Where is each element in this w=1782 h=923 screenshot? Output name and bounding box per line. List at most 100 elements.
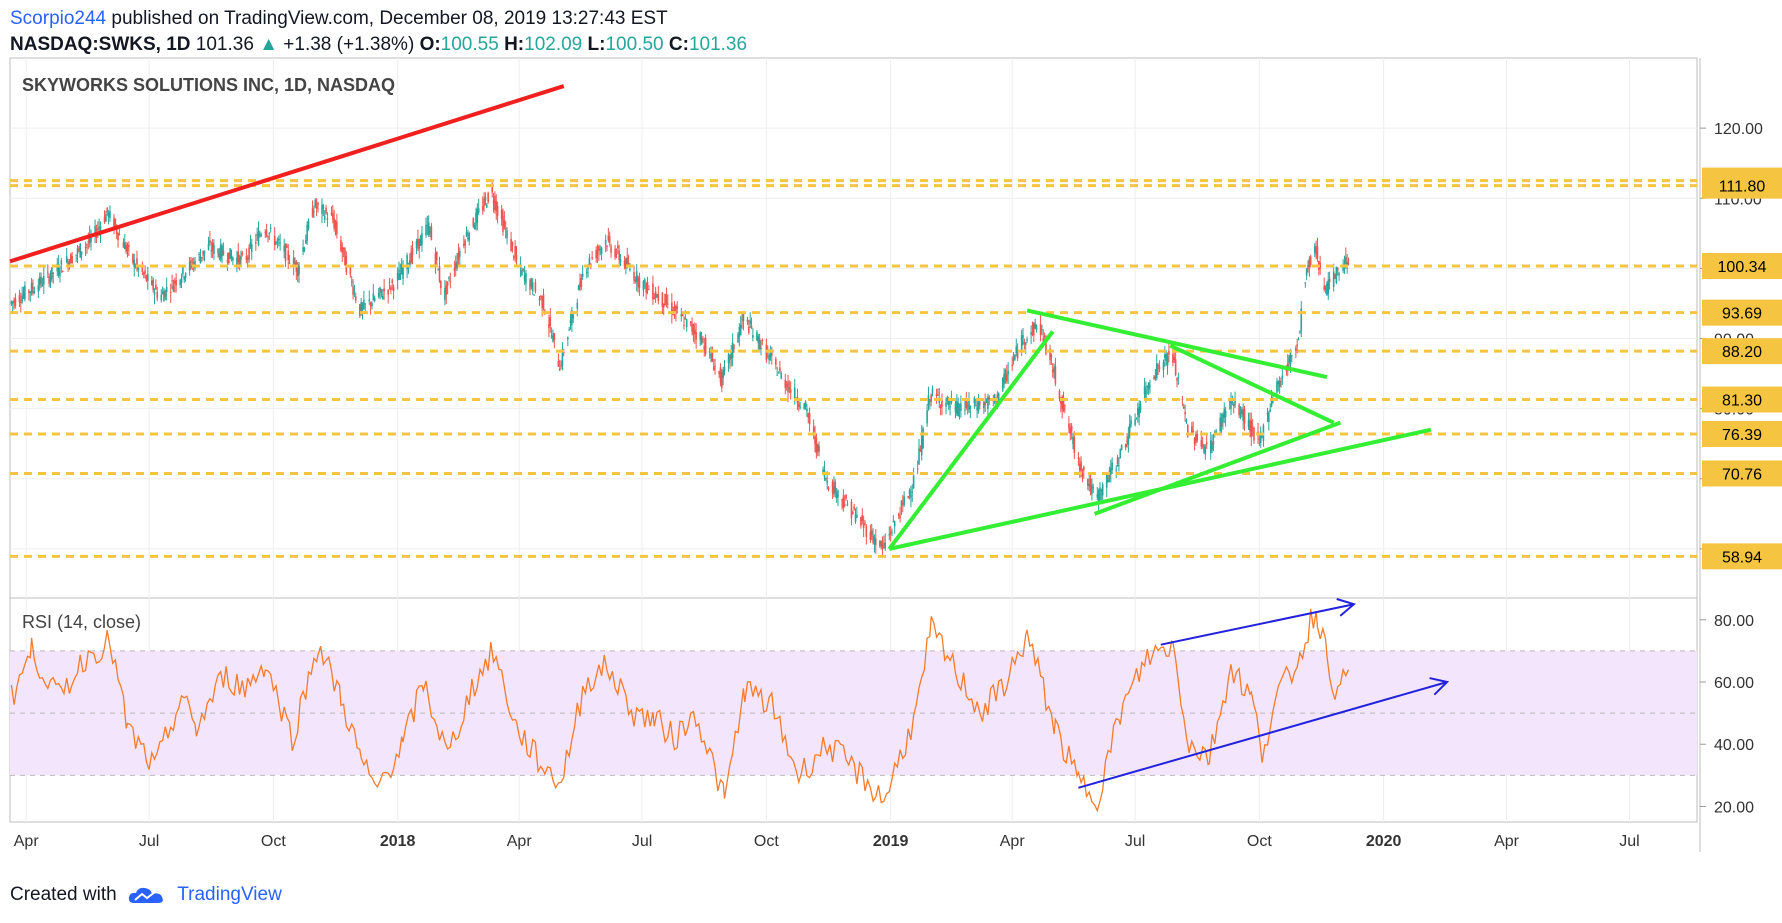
- candle-body: [568, 329, 570, 331]
- candle-body: [662, 303, 665, 308]
- candle-body: [579, 282, 581, 288]
- candle-body: [1128, 423, 1131, 437]
- candle-body: [900, 500, 903, 506]
- candle-body: [173, 280, 176, 284]
- candle-body: [1280, 380, 1282, 383]
- candle-body: [1286, 363, 1289, 368]
- candle-body: [719, 367, 722, 383]
- candle-body: [217, 249, 219, 253]
- trendline: [9, 84, 565, 264]
- candle-body: [1200, 440, 1203, 447]
- candle-body: [879, 540, 881, 546]
- candle-body: [24, 285, 26, 300]
- candle-body: [368, 299, 371, 302]
- candle-body: [276, 239, 279, 241]
- candle-body: [529, 280, 531, 290]
- author-link[interactable]: Scorpio244: [10, 8, 107, 29]
- candle-body: [588, 257, 591, 265]
- candle-body: [1228, 401, 1231, 403]
- candle-body: [427, 222, 430, 235]
- candle-body: [467, 237, 469, 239]
- candle-body: [514, 246, 516, 256]
- candle-body: [918, 448, 920, 465]
- candle-body: [314, 199, 317, 207]
- level-label: 81.30: [1722, 393, 1762, 410]
- candle-body: [473, 225, 476, 230]
- candle-body: [1087, 478, 1089, 486]
- candle-body: [1323, 285, 1326, 290]
- candle-body: [1139, 403, 1142, 411]
- candle-body: [1193, 438, 1196, 444]
- candle-body: [973, 397, 976, 404]
- candle-body: [865, 525, 868, 537]
- candle-body: [899, 516, 901, 519]
- candle-body: [1307, 264, 1309, 270]
- time-tick-label: Jul: [632, 833, 652, 850]
- candle-body: [756, 331, 758, 341]
- candle-body: [806, 408, 808, 412]
- candle-body: [425, 224, 427, 236]
- candle-body: [567, 337, 569, 340]
- candle-body: [1073, 437, 1076, 453]
- candle-body: [1004, 370, 1007, 380]
- candle-body: [1342, 267, 1344, 271]
- candle-body: [560, 365, 562, 367]
- candle-body: [380, 289, 383, 292]
- candle-body: [1153, 376, 1155, 380]
- candle-body: [1336, 267, 1339, 271]
- candle-body: [770, 352, 773, 356]
- candle-body: [864, 522, 866, 524]
- candle-body: [373, 297, 376, 301]
- candle-body: [853, 506, 855, 510]
- candle-body: [768, 355, 770, 361]
- candle-body: [683, 324, 685, 326]
- candle-body: [494, 196, 496, 210]
- candle-body: [29, 291, 32, 293]
- tradingview-link[interactable]: TradingView: [177, 884, 282, 905]
- candle-body: [1335, 266, 1338, 283]
- candle-body: [666, 303, 669, 305]
- candle-body: [107, 212, 110, 218]
- candle-body: [699, 332, 701, 340]
- candle-body: [156, 291, 159, 299]
- candle-body: [721, 371, 723, 388]
- candle-body: [68, 261, 71, 267]
- candle-body: [207, 244, 210, 250]
- candle-body: [38, 276, 41, 286]
- candle-body: [1332, 271, 1335, 288]
- publish-info: published on TradingView.com, December 0…: [111, 8, 668, 29]
- candle-body: [1288, 356, 1290, 363]
- candle-body: [13, 300, 15, 303]
- candle-body: [985, 401, 988, 403]
- candle-body: [1345, 257, 1347, 264]
- candle-body: [648, 289, 650, 291]
- candle-body: [226, 260, 229, 263]
- candle-body: [340, 240, 342, 251]
- candle-body: [540, 295, 542, 298]
- candle-body: [152, 279, 154, 291]
- candle-body: [241, 253, 244, 255]
- candle-body: [317, 202, 319, 206]
- candle-body: [142, 272, 145, 275]
- candle-body: [175, 279, 177, 286]
- candle-body: [449, 281, 452, 283]
- price-tick-label: 120.00: [1714, 121, 1763, 138]
- candle-body: [56, 263, 59, 272]
- candle-body: [32, 286, 34, 290]
- candle-body: [69, 254, 72, 264]
- candle-body: [607, 235, 610, 241]
- candle-body: [1115, 469, 1118, 471]
- candle-body: [128, 245, 130, 247]
- candle-body: [1026, 339, 1028, 341]
- candle-body: [1305, 269, 1308, 276]
- candle-body: [1120, 445, 1123, 451]
- candle-body: [635, 271, 638, 282]
- candle-body: [210, 250, 213, 252]
- candle-body: [161, 291, 164, 294]
- candle-body: [475, 212, 477, 226]
- rsi-trendline: [1078, 681, 1448, 789]
- candle-body: [954, 403, 957, 412]
- candle-body: [870, 530, 873, 536]
- low-value: 100.50: [605, 34, 664, 55]
